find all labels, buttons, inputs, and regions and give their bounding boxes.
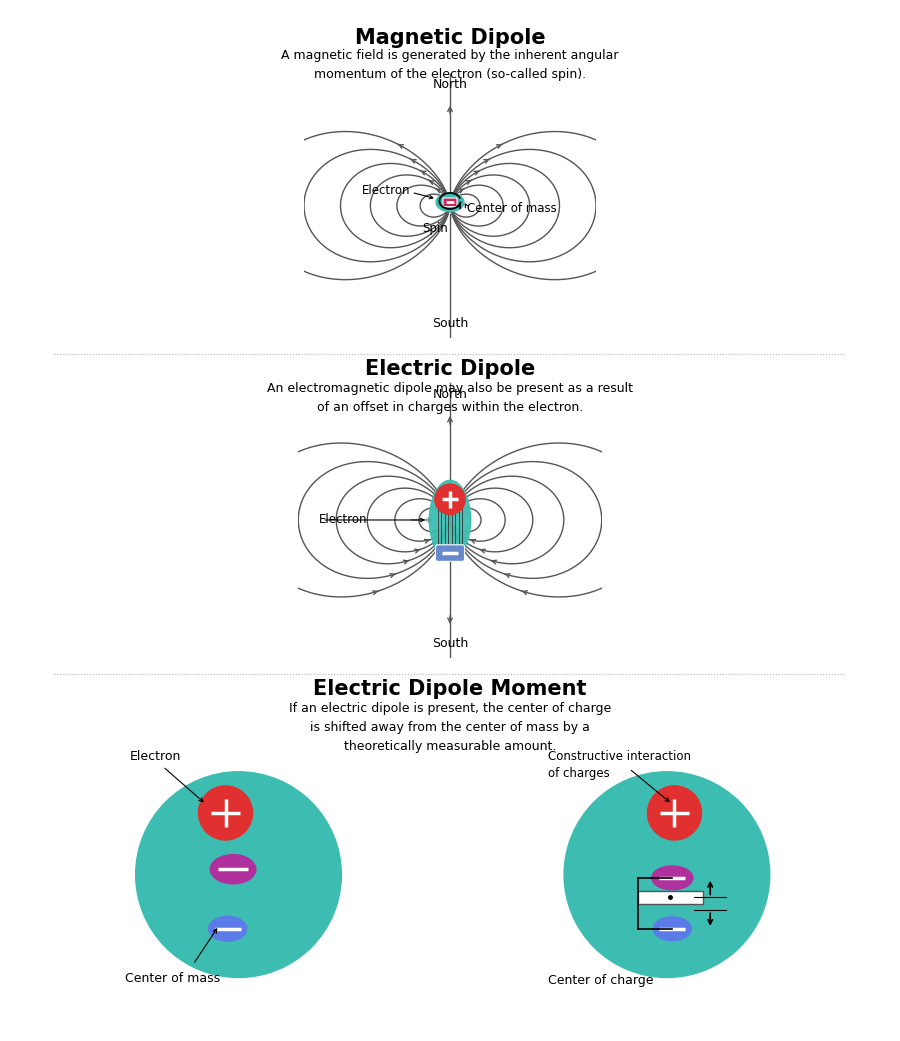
Text: Electron: Electron xyxy=(130,751,182,763)
Circle shape xyxy=(564,771,770,977)
Circle shape xyxy=(647,786,702,840)
Text: Center of charge: Center of charge xyxy=(548,974,653,987)
Ellipse shape xyxy=(653,917,691,941)
Text: North: North xyxy=(433,387,467,401)
Ellipse shape xyxy=(436,193,464,211)
Ellipse shape xyxy=(652,866,693,890)
Text: South: South xyxy=(432,637,468,650)
Text: Spin: Spin xyxy=(422,222,448,235)
Text: Center of mass: Center of mass xyxy=(466,202,556,215)
Text: If an electric dipole is present, the center of charge
is shifted away from the : If an electric dipole is present, the ce… xyxy=(289,702,611,753)
Text: Constructive interaction
of charges: Constructive interaction of charges xyxy=(548,751,691,780)
Text: Electric Dipole Moment: Electric Dipole Moment xyxy=(313,679,587,699)
Bar xyxy=(638,891,703,904)
Text: North: North xyxy=(433,78,467,92)
Ellipse shape xyxy=(211,855,256,884)
FancyBboxPatch shape xyxy=(436,544,464,561)
Text: Electron: Electron xyxy=(362,184,410,198)
Circle shape xyxy=(198,786,253,840)
Text: Magnetic Dipole: Magnetic Dipole xyxy=(355,28,545,48)
Ellipse shape xyxy=(209,916,247,941)
Text: South: South xyxy=(432,318,468,330)
Circle shape xyxy=(435,484,465,514)
Circle shape xyxy=(136,771,341,977)
Text: Electric Dipole: Electric Dipole xyxy=(364,359,536,379)
Text: An electromagnetic dipole may also be present as a result
of an offset in charge: An electromagnetic dipole may also be pr… xyxy=(267,382,633,414)
Text: Center of mass: Center of mass xyxy=(125,972,220,985)
FancyBboxPatch shape xyxy=(443,198,457,206)
Text: Electron: Electron xyxy=(319,513,367,527)
Text: A magnetic field is generated by the inherent angular
momentum of the electron (: A magnetic field is generated by the inh… xyxy=(281,49,619,81)
Ellipse shape xyxy=(429,480,471,560)
